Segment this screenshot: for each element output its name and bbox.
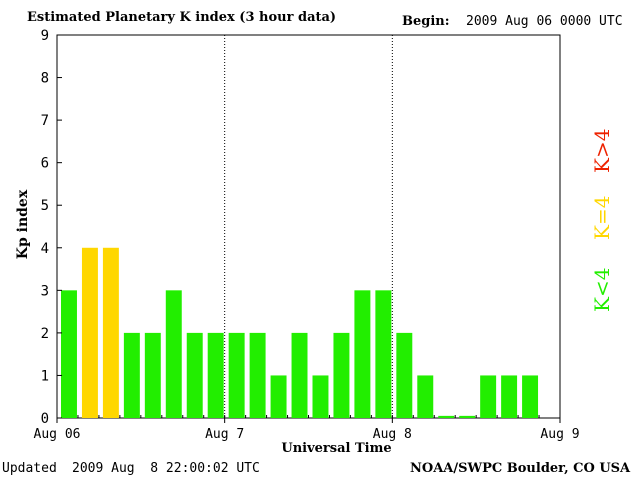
source-credit: NOAA/SWPC Boulder, CO USA xyxy=(410,461,631,476)
chart-title: Estimated Planetary K index (3 hour data… xyxy=(27,10,337,25)
y-tick-label: 7 xyxy=(41,113,49,129)
kp-bar xyxy=(375,290,392,418)
kp-bar xyxy=(144,332,161,418)
y-tick-label: 3 xyxy=(41,283,49,299)
begin-label: Begin: xyxy=(402,14,450,29)
updated-value: 2009 Aug 8 22:00:02 UTC xyxy=(72,461,260,476)
kp-bar xyxy=(417,375,434,418)
y-tick-label: 6 xyxy=(41,156,49,172)
kp-bar xyxy=(396,332,413,418)
kp-bar xyxy=(270,375,287,418)
legend-above: K>4 xyxy=(590,128,614,173)
y-tick-label: 0 xyxy=(41,411,49,427)
kp-bar xyxy=(312,375,329,418)
y-tick-label: 5 xyxy=(41,198,49,214)
y-tick-label: 1 xyxy=(41,368,49,384)
kp-bar xyxy=(186,332,203,418)
y-axis-label: Kp index xyxy=(15,189,31,259)
updated-label: Updated xyxy=(2,461,57,476)
kp-bar xyxy=(333,332,350,418)
begin-value: 2009 Aug 06 0000 UTC xyxy=(466,14,623,29)
kp-bar xyxy=(480,375,497,418)
kp-bar xyxy=(291,332,308,418)
kp-bar xyxy=(354,290,371,418)
kp-bar xyxy=(501,375,518,418)
y-tick-label: 9 xyxy=(41,28,49,44)
x-tick-label: Aug 06 xyxy=(34,427,81,442)
y-tick-label: 8 xyxy=(41,71,49,87)
x-tick-label: Aug 9 xyxy=(540,427,579,442)
kp-bar xyxy=(81,247,98,418)
x-tick-label: Aug 8 xyxy=(373,427,412,442)
kp-bar xyxy=(228,332,245,418)
y-tick-label: 2 xyxy=(41,326,49,342)
x-tick-label: Aug 7 xyxy=(205,427,244,442)
kp-bar xyxy=(207,332,224,418)
x-axis-label: Universal Time xyxy=(281,441,391,456)
kp-bar xyxy=(522,375,539,418)
y-tick-label: 4 xyxy=(41,241,49,257)
kp-bar xyxy=(459,415,476,418)
kp-bar xyxy=(123,332,140,418)
kp-bar xyxy=(102,247,119,418)
legend-equal: K=4 xyxy=(590,195,614,240)
kp-bar xyxy=(438,415,455,418)
kp-bar xyxy=(249,332,266,418)
legend-below: K<4 xyxy=(590,267,614,312)
kp-bar xyxy=(165,290,182,418)
kp-bar xyxy=(61,290,77,418)
